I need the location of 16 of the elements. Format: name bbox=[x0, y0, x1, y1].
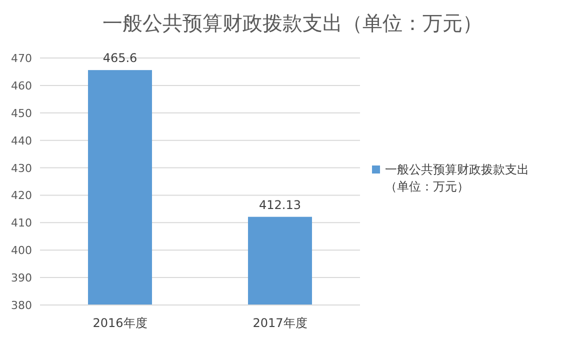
x-tick-label: 2017年度 bbox=[252, 316, 308, 330]
y-tick-label: 470 bbox=[11, 52, 32, 65]
y-tick-label: 380 bbox=[11, 299, 32, 312]
y-tick-label: 420 bbox=[11, 189, 32, 202]
y-tick-label: 400 bbox=[11, 244, 32, 258]
y-tick-label: 390 bbox=[11, 272, 32, 285]
x-tick-label: 2016年度 bbox=[92, 316, 148, 330]
y-tick-label: 440 bbox=[11, 134, 32, 148]
data-label: 465.6 bbox=[102, 51, 138, 66]
y-tick-label: 410 bbox=[11, 216, 32, 230]
chart-title: 一般公共预算财政拨款支出（单位：万元） bbox=[102, 11, 482, 35]
data-label: 412.13 bbox=[259, 198, 301, 212]
y-tick-label: 430 bbox=[11, 162, 32, 175]
y-tick-label: 450 bbox=[11, 106, 32, 120]
legend-label: 一般公共预算财政拨款支出（单位：万元） bbox=[385, 162, 529, 194]
y-tick-label: 460 bbox=[11, 79, 32, 92]
